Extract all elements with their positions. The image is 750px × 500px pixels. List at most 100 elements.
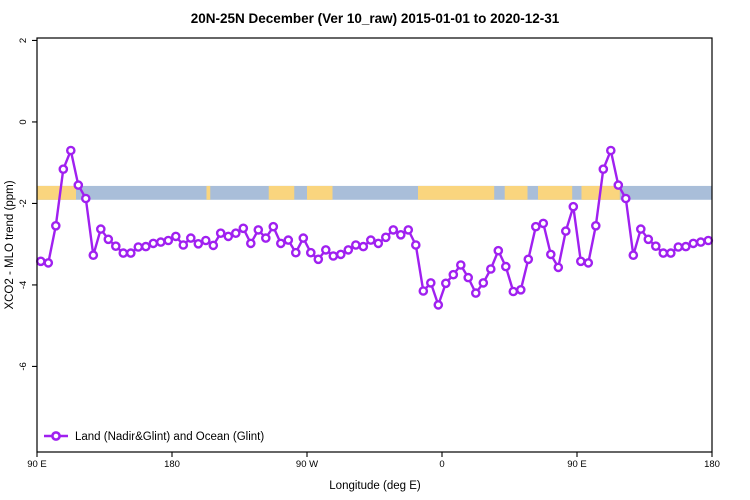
data-point-marker bbox=[126, 248, 136, 258]
data-point-marker bbox=[433, 300, 444, 310]
x-tick-label: 180 bbox=[704, 459, 720, 470]
data-point-marker bbox=[103, 234, 114, 245]
data-point-marker bbox=[531, 221, 541, 232]
data-point-marker bbox=[516, 284, 526, 295]
data-point-marker bbox=[238, 223, 249, 234]
land-band-segment bbox=[37, 185, 76, 200]
data-point-marker bbox=[58, 164, 69, 174]
data-point-marker bbox=[133, 242, 144, 252]
data-point-marker bbox=[230, 228, 241, 238]
data-point-marker bbox=[681, 241, 691, 252]
data-point-marker bbox=[703, 235, 714, 246]
x-tick-label: 90 E bbox=[27, 459, 47, 470]
data-point-marker bbox=[111, 241, 121, 251]
data-point-marker bbox=[245, 238, 256, 249]
x-tick-label: 90 E bbox=[567, 459, 587, 470]
data-point-marker bbox=[88, 250, 99, 260]
y-tick-label: 0 bbox=[18, 119, 29, 124]
data-point-marker bbox=[51, 220, 61, 231]
data-point-marker bbox=[636, 224, 646, 234]
data-point-marker bbox=[418, 286, 429, 296]
legend-label: Land (Nadir&Glint) and Ocean (Glint) bbox=[75, 431, 264, 443]
data-point-marker bbox=[568, 201, 579, 212]
data-point-marker bbox=[508, 286, 519, 297]
data-point-marker bbox=[215, 228, 226, 238]
data-point-marker bbox=[223, 231, 234, 242]
data-point-marker bbox=[365, 235, 376, 245]
x-tick-label: 180 bbox=[164, 459, 180, 470]
data-point-marker bbox=[395, 229, 406, 240]
land-ocean-map-band bbox=[37, 185, 712, 200]
data-point-marker bbox=[163, 235, 174, 246]
data-point-marker bbox=[185, 233, 196, 243]
data-point-marker bbox=[613, 180, 624, 190]
data-point-marker bbox=[696, 237, 706, 247]
data-point-marker bbox=[425, 278, 436, 288]
data-point-marker bbox=[628, 250, 639, 260]
data-point-marker bbox=[170, 231, 181, 242]
data-point-marker bbox=[328, 251, 339, 261]
data-point-marker bbox=[200, 235, 211, 246]
data-point-marker bbox=[358, 241, 369, 252]
data-point-marker bbox=[440, 278, 451, 289]
data-point-marker bbox=[576, 256, 586, 267]
land-band-segment bbox=[418, 185, 495, 200]
x-axis: 90 E 180 90 W 0 90 E 180 bbox=[27, 452, 720, 470]
data-point-marker bbox=[148, 238, 159, 249]
data-point-marker bbox=[478, 278, 489, 288]
x-tick-label: 90 W bbox=[296, 459, 318, 470]
data-point-marker bbox=[448, 269, 459, 280]
data-point-marker bbox=[283, 235, 294, 245]
data-point-marker bbox=[380, 232, 391, 243]
data-point-marker bbox=[208, 240, 219, 251]
data-point-marker bbox=[43, 258, 54, 268]
data-point-marker bbox=[305, 247, 316, 258]
data-point-marker bbox=[410, 240, 421, 250]
data-point-marker bbox=[606, 145, 616, 156]
data-point-marker bbox=[561, 226, 571, 236]
data-point-marker bbox=[96, 224, 106, 234]
land-band-segment bbox=[307, 185, 333, 200]
data-series bbox=[36, 145, 714, 310]
data-point-marker bbox=[470, 288, 481, 298]
data-point-marker bbox=[598, 164, 609, 174]
data-point-marker bbox=[403, 225, 414, 235]
data-point-marker bbox=[388, 225, 399, 235]
data-point-marker bbox=[373, 238, 384, 249]
plot-frame bbox=[36, 37, 713, 453]
data-point-marker bbox=[66, 145, 76, 156]
plot-border bbox=[36, 37, 713, 453]
data-point-marker bbox=[81, 193, 91, 204]
data-point-marker bbox=[485, 264, 496, 274]
legend-marker-sample bbox=[51, 431, 61, 441]
data-point-marker bbox=[658, 248, 669, 258]
data-point-marker bbox=[643, 234, 654, 245]
data-point-marker bbox=[36, 256, 46, 267]
data-point-marker bbox=[290, 247, 301, 258]
data-point-marker bbox=[591, 220, 601, 231]
data-point-marker bbox=[350, 240, 361, 250]
data-point-marker bbox=[523, 254, 534, 265]
series-line bbox=[39, 149, 710, 307]
data-point-marker bbox=[275, 238, 286, 249]
data-point-marker bbox=[493, 245, 504, 256]
x-tick-label: 0 bbox=[439, 459, 444, 470]
y-tick-label: -4 bbox=[18, 281, 29, 289]
data-point-marker bbox=[583, 258, 594, 268]
land-band-segment bbox=[504, 185, 528, 200]
data-point-marker bbox=[651, 241, 661, 251]
data-point-marker bbox=[463, 272, 474, 283]
data-point-marker bbox=[253, 225, 264, 235]
data-point-marker bbox=[666, 248, 676, 258]
y-axis-label: XCO2 - MLO trend (ppm) bbox=[4, 180, 16, 309]
data-point-marker bbox=[118, 248, 129, 258]
data-point-marker bbox=[343, 245, 354, 255]
data-point-marker bbox=[313, 254, 324, 265]
data-point-marker bbox=[268, 221, 279, 232]
legend: Land (Nadir&Glint) and Ocean (Glint) bbox=[44, 431, 264, 443]
y-tick-label: -6 bbox=[18, 362, 29, 370]
x-axis-label: Longitude (deg E) bbox=[329, 480, 421, 492]
y-tick-label: 2 bbox=[18, 38, 29, 43]
